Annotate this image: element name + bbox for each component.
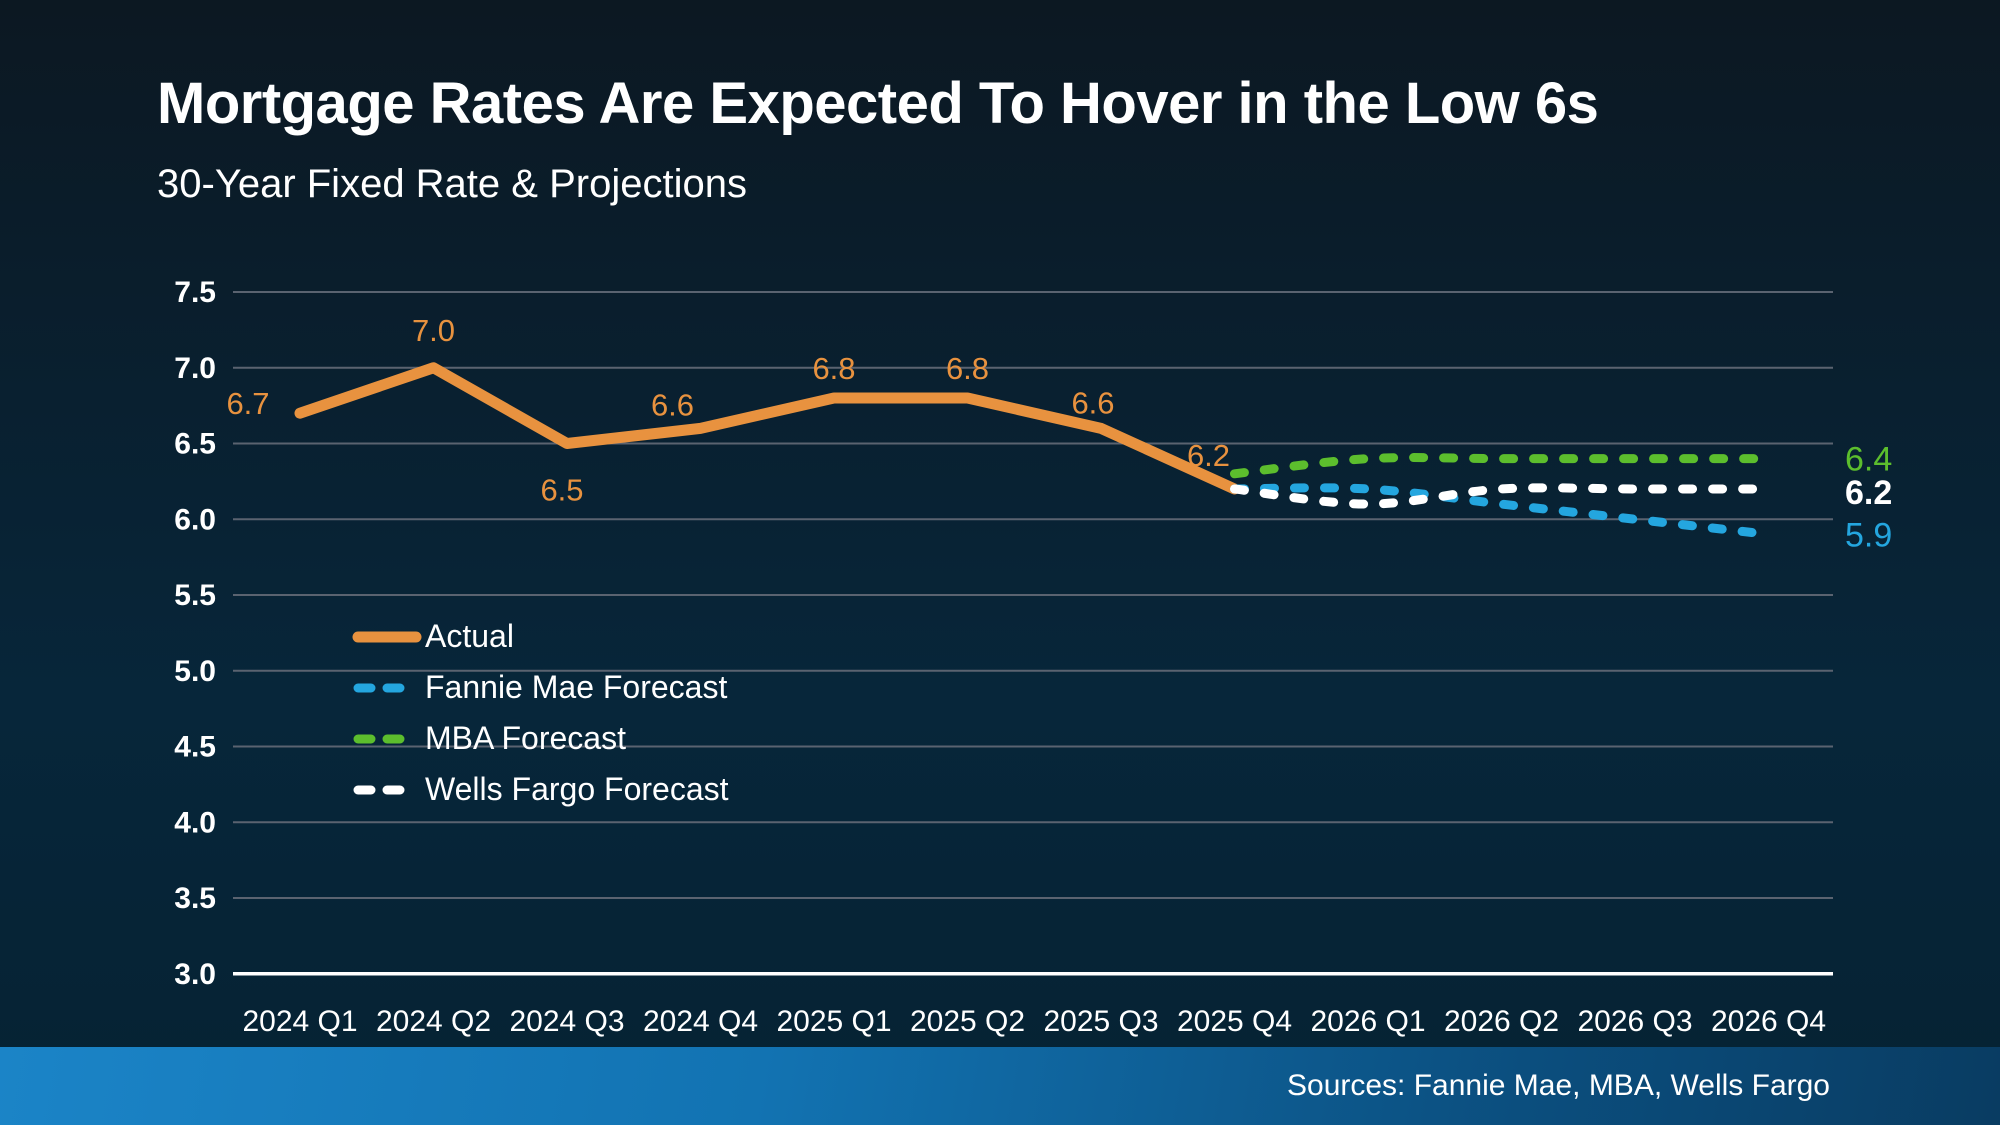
legend-label: Wells Fargo Forecast (425, 771, 729, 807)
x-axis-tick-label: 2025 Q3 (1043, 1005, 1158, 1038)
y-axis-tick-label: 4.5 (174, 731, 216, 764)
y-axis-tick-label: 7.0 (174, 352, 216, 385)
legend-label: MBA Forecast (425, 720, 626, 756)
legend-line-swatch (353, 734, 421, 743)
data-label-actual: 6.6 (1071, 385, 1114, 420)
y-axis-tick-label: 6.0 (174, 503, 216, 536)
data-label-actual: 6.2 (1187, 438, 1230, 473)
end-label-mba-forecast: 6.4 (1845, 441, 1892, 479)
chart-legend: Actual Fannie Mae Forecast MBA Forecast … (352, 611, 729, 815)
data-label-actual: 6.8 (946, 351, 989, 386)
legend-item-fannie-mae-forecast: Fannie Mae Forecast (352, 662, 729, 713)
x-axis-tick-label: 2025 Q2 (910, 1005, 1025, 1038)
x-axis-tick-label: 2024 Q4 (643, 1005, 758, 1038)
x-axis-tick-label: 2025 Q4 (1177, 1005, 1292, 1038)
y-axis-tick-label: 3.5 (174, 882, 216, 915)
series-line-wells-fargo-forecast (1230, 483, 1773, 509)
series-line-mba-forecast (1230, 453, 1773, 479)
footer-bar: Sources: Fannie Mae, MBA, Wells Fargo (0, 1047, 2000, 1125)
data-label-actual: 6.6 (651, 387, 694, 422)
data-label-actual: 6.8 (812, 351, 855, 386)
x-axis-tick-label: 2026 Q1 (1310, 1005, 1425, 1038)
data-label-actual: 7.0 (412, 313, 455, 348)
x-axis-tick-label: 2024 Q1 (242, 1005, 357, 1038)
x-axis-tick-label: 2026 Q4 (1711, 1005, 1826, 1038)
legend-label: Fannie Mae Forecast (425, 669, 728, 705)
x-axis-tick-label: 2026 Q3 (1577, 1005, 1692, 1038)
y-axis-tick-label: 7.5 (174, 276, 216, 309)
x-axis-tick-label: 2025 Q1 (776, 1005, 891, 1038)
end-label-fannie-mae-forecast: 5.9 (1845, 516, 1892, 554)
y-axis-tick-label: 6.5 (174, 428, 216, 461)
series-line-fannie-mae-forecast (1230, 483, 1773, 539)
end-label-wells-fargo-forecast: 6.2 (1845, 474, 1892, 512)
y-axis-tick-label: 5.0 (174, 655, 216, 688)
data-label-actual: 6.7 (226, 386, 269, 421)
y-axis-tick-label: 4.0 (174, 806, 216, 839)
sources-text: Sources: Fannie Mae, MBA, Wells Fargo (1287, 1069, 1830, 1102)
x-axis-tick-label: 2026 Q2 (1444, 1005, 1559, 1038)
legend-item-wells-fargo-forecast: Wells Fargo Forecast (352, 764, 729, 815)
legend-label: Actual (425, 618, 514, 654)
series-line-actual (294, 362, 1240, 495)
legend-line-swatch (353, 683, 421, 692)
x-axis-tick-label: 2024 Q3 (509, 1005, 624, 1038)
x-axis-tick-label: 2024 Q2 (376, 1005, 491, 1038)
page-subtitle: 30-Year Fixed Rate & Projections (157, 162, 747, 206)
legend-item-actual: Actual (352, 611, 729, 662)
page-title: Mortgage Rates Are Expected To Hover in … (157, 71, 1599, 136)
data-label-actual: 6.5 (540, 473, 583, 508)
legend-line-swatch (352, 631, 422, 642)
legend-line-swatch (353, 785, 421, 794)
legend-item-mba-forecast: MBA Forecast (352, 713, 729, 764)
y-axis-tick-label: 5.5 (174, 579, 216, 612)
y-axis-tick-label: 3.0 (174, 958, 216, 991)
